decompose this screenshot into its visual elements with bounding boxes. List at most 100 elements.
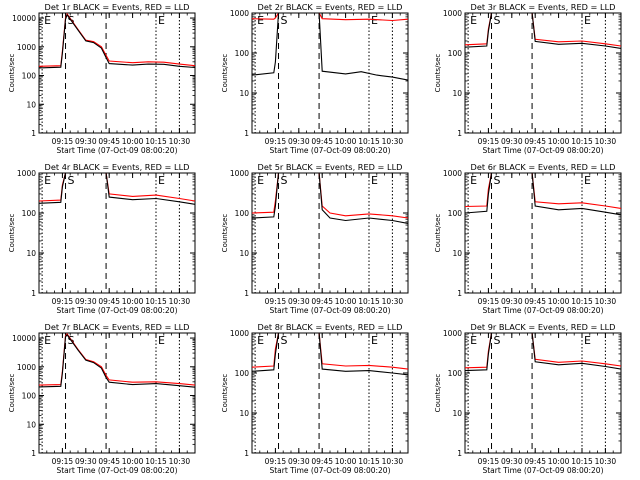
x-tick-label: 10:30 xyxy=(169,137,191,146)
y-tick-label: 1 xyxy=(31,449,36,458)
x-axis-label: Start Time (07-Oct-09 08:00:20) xyxy=(269,306,390,315)
y-tick-label: 1000 xyxy=(230,9,249,18)
x-tick-label: 10:15 xyxy=(358,297,380,306)
x-tick-label: 09:15 xyxy=(265,297,287,306)
y-axis-label: Counts/sec xyxy=(8,374,16,413)
y-axis-label: Counts/sec xyxy=(221,214,229,253)
marker-label: E xyxy=(44,14,51,27)
x-axis-label: Start Time (07-Oct-09 08:00:20) xyxy=(56,466,177,475)
y-tick-label: 1000 xyxy=(443,329,462,338)
x-tick-label: 10:00 xyxy=(122,137,144,146)
x-tick-label: 10:15 xyxy=(145,297,167,306)
y-tick-label: 1 xyxy=(457,129,462,138)
x-tick-label: 10:30 xyxy=(595,137,617,146)
y-tick-label: 10 xyxy=(452,409,462,418)
chart-panel-7: Det 7r BLACK = Events, RED = LLD 1 10 100 10… xyxy=(8,322,196,475)
y-tick-label: 1000 xyxy=(443,9,462,18)
x-tick-label: 09:45 xyxy=(311,137,333,146)
series-line-events xyxy=(39,13,195,69)
y-tick-label: 1 xyxy=(457,449,462,458)
x-tick-label: 09:15 xyxy=(478,297,500,306)
y-axis-label: Counts/sec xyxy=(8,214,16,253)
y-tick-label: 1000 xyxy=(230,169,249,178)
series-line-lld xyxy=(252,173,408,219)
x-tick-label: 09:45 xyxy=(524,137,546,146)
plot-frame xyxy=(251,12,409,134)
y-tick-label: 10 xyxy=(26,100,36,109)
x-tick-label: 10:00 xyxy=(335,457,357,466)
series-line-events xyxy=(252,13,408,81)
marker-label: E xyxy=(470,334,477,347)
series-line-events xyxy=(39,173,195,205)
x-axis-label: Start Time (07-Oct-09 08:00:20) xyxy=(482,146,603,155)
x-tick-label: 10:15 xyxy=(358,457,380,466)
chart-panel-6: Det 6r BLACK = Events, RED = LLD 1 10 100 10… xyxy=(434,162,622,315)
y-tick-label: 1000 xyxy=(17,169,36,178)
marker-label: E xyxy=(470,174,477,187)
marker-label: E xyxy=(371,14,378,27)
marker-label: E xyxy=(158,174,165,187)
x-tick-label: 09:45 xyxy=(311,297,333,306)
chart-title: Det 1r BLACK = Events, RED = LLD xyxy=(45,2,190,12)
y-tick-label: 1 xyxy=(457,289,462,298)
x-tick-label: 10:15 xyxy=(358,137,380,146)
x-tick-label: 10:15 xyxy=(571,297,593,306)
y-tick-label: 100 xyxy=(22,209,37,218)
y-tick-label: 100 xyxy=(448,369,463,378)
y-tick-label: 100 xyxy=(22,72,37,81)
y-tick-label: 10 xyxy=(452,89,462,98)
x-tick-label: 09:45 xyxy=(524,457,546,466)
x-tick-label: 10:30 xyxy=(595,457,617,466)
chart-title: Det 3r BLACK = Events, RED = LLD xyxy=(471,2,616,12)
chart-panel-5: Det 5r BLACK = Events, RED = LLD 1 10 100 10… xyxy=(221,162,409,315)
plot-frame xyxy=(38,332,196,454)
y-tick-label: 100 xyxy=(235,209,250,218)
chart-title: Det 5r BLACK = Events, RED = LLD xyxy=(258,162,403,172)
y-tick-label: 1 xyxy=(244,289,249,298)
x-tick-label: 10:00 xyxy=(548,457,570,466)
y-axis-label: Counts/sec xyxy=(8,54,16,93)
x-tick-label: 10:15 xyxy=(145,137,167,146)
y-tick-label: 1 xyxy=(244,129,249,138)
marker-label: S xyxy=(68,174,75,187)
marker-label: S xyxy=(281,334,288,347)
y-axis-label: Counts/sec xyxy=(221,374,229,413)
chart-title: Det 8r BLACK = Events, RED = LLD xyxy=(258,322,403,332)
y-tick-label: 100 xyxy=(235,369,250,378)
marker-label: E xyxy=(158,334,165,347)
x-tick-label: 09:15 xyxy=(478,457,500,466)
y-tick-label: 1000 xyxy=(230,329,249,338)
x-tick-label: 09:30 xyxy=(288,457,310,466)
x-tick-label: 09:15 xyxy=(478,137,500,146)
y-tick-label: 10 xyxy=(239,409,249,418)
marker-label: S xyxy=(494,334,501,347)
chart-title: Det 7r BLACK = Events, RED = LLD xyxy=(45,322,190,332)
x-tick-label: 10:00 xyxy=(548,137,570,146)
x-tick-label: 10:30 xyxy=(169,457,191,466)
marker-label: E xyxy=(470,14,477,27)
marker-label: E xyxy=(158,14,165,27)
y-axis-label: Counts/sec xyxy=(434,374,442,413)
x-tick-label: 10:00 xyxy=(335,137,357,146)
x-tick-label: 09:15 xyxy=(52,137,74,146)
y-tick-label: 10 xyxy=(239,89,249,98)
x-tick-label: 09:45 xyxy=(98,457,120,466)
marker-label: E xyxy=(257,174,264,187)
plot-frame xyxy=(251,172,409,294)
x-tick-label: 10:30 xyxy=(382,137,404,146)
x-tick-label: 10:15 xyxy=(571,457,593,466)
y-tick-label: 1 xyxy=(244,449,249,458)
series-line-lld xyxy=(39,13,195,67)
x-tick-label: 09:45 xyxy=(524,297,546,306)
chart-panel-1: Det 1r BLACK = Events, RED = LLD 1 10 100 10… xyxy=(8,2,196,155)
x-tick-label: 10:00 xyxy=(122,457,144,466)
series-line-events xyxy=(252,173,408,224)
series-line-events xyxy=(252,333,408,376)
chart-panel-4: Det 4r BLACK = Events, RED = LLD 1 10 100 10… xyxy=(8,162,196,315)
series-line-lld xyxy=(252,13,408,22)
x-tick-label: 10:00 xyxy=(335,297,357,306)
series-line-events xyxy=(39,333,195,388)
series-line-events xyxy=(465,13,621,49)
y-tick-label: 1000 xyxy=(17,363,36,372)
